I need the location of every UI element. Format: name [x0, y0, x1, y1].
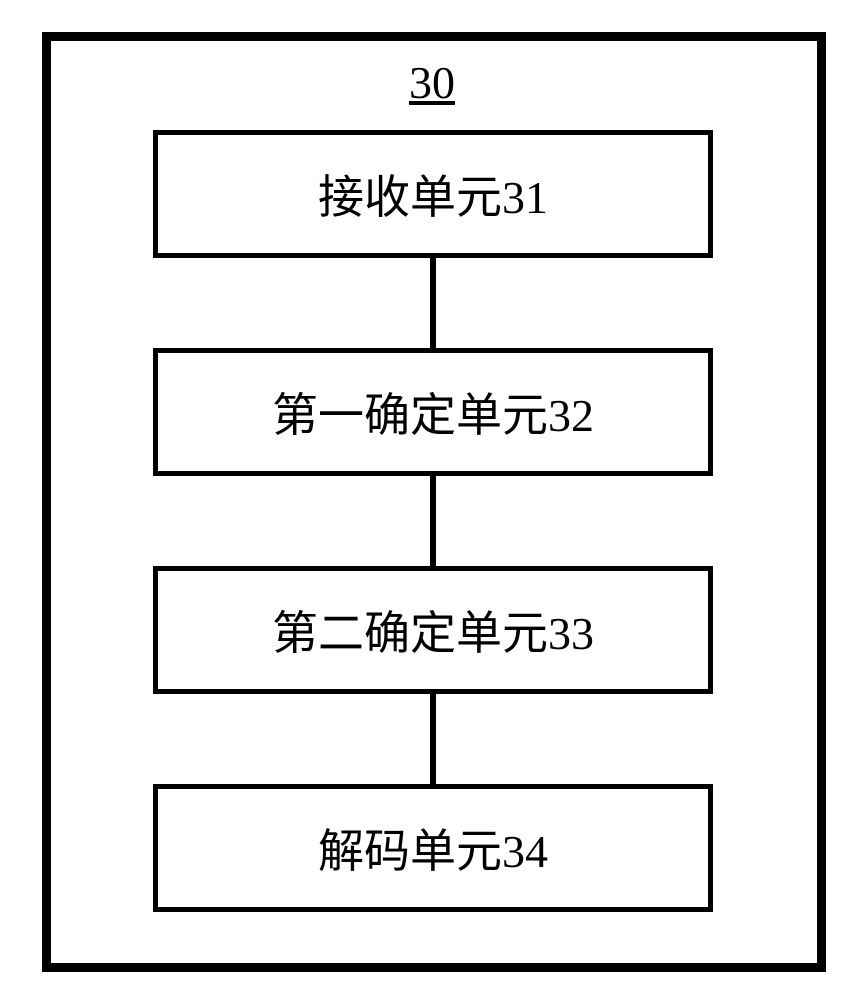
block-receive-unit-31: 接收单元31: [153, 130, 713, 258]
block-first-determine-unit-32: 第一确定单元32: [153, 348, 713, 476]
connector-33-34: [430, 694, 436, 784]
diagram-canvas: 30 接收单元31 第一确定单元32 第二确定单元33 解码单元34: [0, 0, 865, 1000]
block-decode-unit-34: 解码单元34: [153, 784, 713, 912]
block-label: 解码单元34: [318, 815, 548, 881]
connector-31-32: [430, 258, 436, 348]
block-label: 接收单元31: [318, 161, 548, 227]
block-label: 第二确定单元33: [272, 597, 594, 663]
block-second-determine-unit-33: 第二确定单元33: [153, 566, 713, 694]
diagram-title: 30: [400, 56, 464, 109]
block-label: 第一确定单元32: [272, 379, 594, 445]
connector-32-33: [430, 476, 436, 566]
